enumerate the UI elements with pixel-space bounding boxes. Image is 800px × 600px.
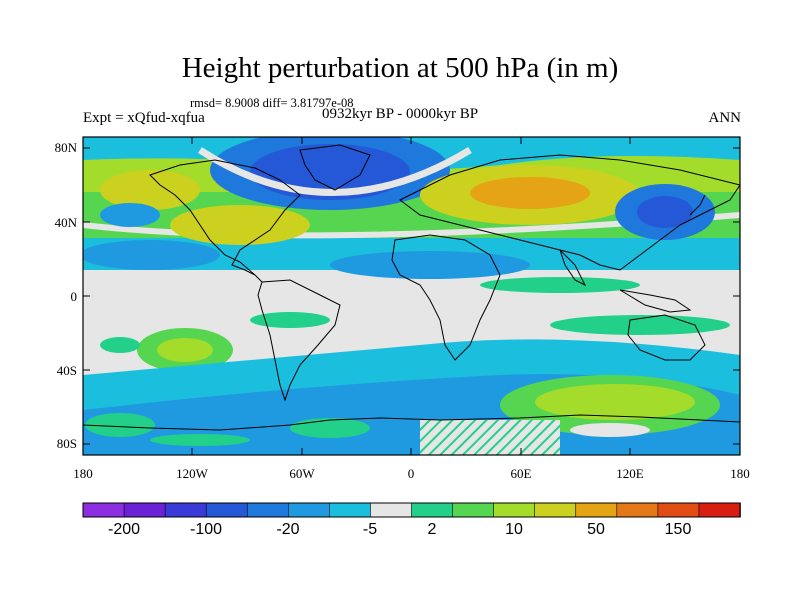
lat-label: 0 — [71, 289, 78, 304]
field-contour — [250, 312, 330, 328]
field-contour — [535, 384, 695, 420]
colorbar-swatch — [452, 502, 495, 518]
field-contour — [570, 423, 650, 437]
lon-label: 0 — [408, 466, 415, 481]
coastline-japan — [689, 194, 706, 216]
axis-ticks — [83, 137, 740, 455]
colorbar-swatch — [329, 502, 372, 518]
field-contour — [637, 196, 693, 228]
colorbar — [82, 502, 741, 518]
field-contour — [198, 147, 472, 196]
lon-label: 180 — [730, 466, 750, 481]
colorbar-swatch — [164, 502, 207, 518]
lat-label: 40S — [57, 363, 77, 378]
colorbar-label: -100 — [190, 521, 222, 538]
field-contour — [330, 251, 530, 279]
colorbar-swatch — [288, 502, 331, 518]
colorbar-label: 10 — [505, 521, 523, 538]
coastline-africa — [391, 234, 501, 361]
field-contour — [290, 418, 370, 438]
colorbar-swatch — [82, 502, 125, 518]
coastline-greenland — [299, 144, 371, 191]
colorbar-swatch — [411, 502, 454, 518]
coastline-india — [559, 249, 587, 287]
colorbar-swatch — [698, 502, 741, 518]
colorbar-swatch — [205, 502, 249, 518]
lat-label: 80N — [55, 140, 78, 155]
colorbar-swatch — [493, 502, 536, 518]
colorbar-swatch — [575, 502, 618, 518]
lat-label: 80S — [57, 436, 77, 451]
field-contour — [470, 177, 590, 209]
field-contour — [100, 337, 140, 353]
coastline-north-america — [149, 159, 301, 283]
coastline-indonesia — [619, 289, 692, 313]
field-hatch — [420, 420, 560, 455]
lon-label: 180 — [73, 466, 93, 481]
colorbar-label: -5 — [363, 521, 377, 538]
colorbar-label: 150 — [665, 521, 692, 538]
colorbar-label: 2 — [428, 521, 437, 538]
map-field — [83, 137, 740, 455]
lat-label: 40N — [55, 215, 78, 230]
map-title: Height perturbation at 500 hPa (in m) — [181, 52, 619, 84]
coastline-antarctica — [83, 414, 740, 431]
colorbar-swatch — [370, 502, 413, 518]
colorbar-label: -20 — [276, 521, 299, 538]
field-contour — [170, 205, 310, 245]
colorbar-label: 50 — [587, 521, 605, 538]
lon-label: 120W — [176, 466, 209, 481]
colorbar-swatch — [534, 502, 577, 518]
coastlines — [83, 144, 740, 431]
period-label: 0932kyr BP - 0000kyr BP — [321, 106, 479, 122]
field-contour — [150, 434, 250, 446]
colorbar-swatch — [616, 502, 659, 518]
field-contour — [83, 240, 220, 270]
field-contour — [480, 277, 640, 293]
lon-label: 60W — [289, 466, 315, 481]
season-label: ANN — [708, 110, 742, 126]
coastline-south-america — [257, 279, 341, 402]
statistics-text: rmsd= 8.9008 diff= 3.81797e-08 — [190, 96, 354, 110]
lon-label: 60E — [511, 466, 532, 481]
colorbar-swatch — [123, 502, 166, 518]
coastline-eurasia — [399, 154, 740, 271]
field-contour — [100, 170, 200, 210]
field-contour — [157, 338, 213, 362]
colorbar-swatch — [246, 502, 290, 518]
colorbar-label: -200 — [108, 521, 140, 538]
field-contour — [550, 315, 730, 335]
field-contour — [100, 203, 160, 227]
colorbar-swatch — [657, 502, 700, 518]
lon-label: 120E — [616, 466, 644, 481]
colorbar-frame — [82, 502, 741, 518]
experiment-label: Expt = xQfud-xqfua — [83, 110, 205, 126]
field-contour — [85, 413, 155, 437]
coastline-australia — [627, 314, 706, 361]
